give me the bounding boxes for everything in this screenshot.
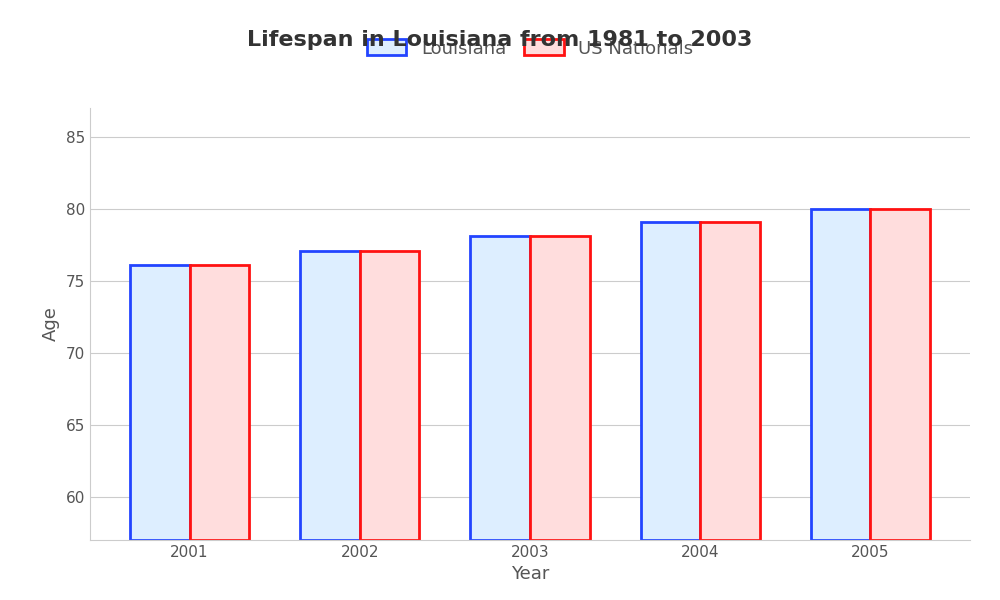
Bar <box>641 222 700 540</box>
Bar <box>360 251 419 540</box>
Bar <box>870 209 930 540</box>
Bar <box>530 236 590 540</box>
Legend: Louisiana, US Nationals: Louisiana, US Nationals <box>367 39 693 58</box>
Bar <box>811 209 870 540</box>
Bar <box>700 222 760 540</box>
X-axis label: Year: Year <box>511 565 549 583</box>
Y-axis label: Age: Age <box>42 307 60 341</box>
Bar <box>300 251 360 540</box>
Bar <box>470 236 530 540</box>
Text: Lifespan in Louisiana from 1981 to 2003: Lifespan in Louisiana from 1981 to 2003 <box>247 30 753 50</box>
Bar <box>130 265 190 540</box>
Bar <box>190 265 249 540</box>
